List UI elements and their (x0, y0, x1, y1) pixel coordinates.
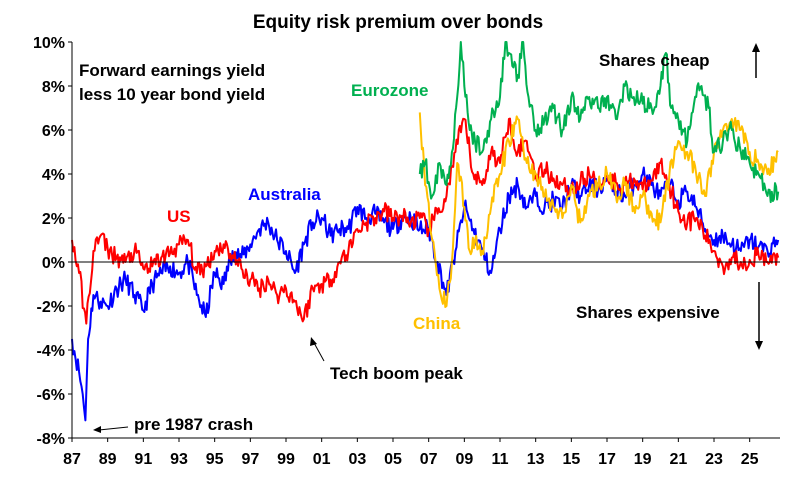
y-tick-label: 4% (42, 167, 65, 184)
x-tick-label: 21 (669, 451, 687, 468)
y-tick-label: -2% (37, 299, 65, 316)
x-tick-label: 11 (492, 451, 509, 468)
y-tick-label: 10% (33, 35, 65, 52)
crash-arrowhead (93, 426, 101, 433)
y-tick-label: 8% (42, 79, 65, 96)
y-tick-label: 2% (42, 211, 65, 228)
x-tick-label: 97 (241, 451, 259, 468)
chart-title: Equity risk premium over bonds (253, 12, 543, 33)
x-tick-label: 19 (634, 451, 652, 468)
crash-arrow-line (98, 426, 129, 431)
axis-layer: -8% -6% -4% -2% 0% 2% 4% 6% 8% 10% 87 89 91 93 95 97 99 0… (33, 35, 780, 468)
x-tick-label: 93 (170, 451, 188, 468)
label-tech-boom-peak: Tech boom peak (330, 364, 463, 383)
x-tick-label: 23 (705, 451, 723, 468)
subtitle-line-2: less 10 year bond yield (79, 85, 265, 104)
label-us: US (167, 207, 191, 226)
label-shares-cheap: Shares cheap (599, 51, 710, 70)
label-australia: Australia (248, 185, 321, 204)
cheap-arrowhead (752, 43, 760, 52)
x-tick-label: 89 (99, 451, 117, 468)
x-tick-label: 25 (741, 451, 759, 468)
y-tick-label: -8% (37, 431, 65, 448)
label-shares-expensive: Shares expensive (576, 303, 720, 322)
x-tick-label: 15 (562, 451, 580, 468)
x-tick-label: 09 (455, 451, 473, 468)
label-eurozone: Eurozone (351, 81, 428, 100)
label-china: China (413, 314, 461, 333)
y-tick-label: 0% (42, 255, 65, 272)
series-line-us (71, 117, 780, 325)
x-tick-label: 07 (420, 451, 438, 468)
y-tick-label: -6% (37, 387, 65, 404)
series-line-eurozone (418, 41, 780, 204)
x-tick-label: 03 (348, 451, 366, 468)
subtitle-line-1: Forward earnings yield (79, 61, 265, 80)
series-layer (71, 41, 780, 422)
x-tick-label: 95 (206, 451, 224, 468)
x-tick-label: 87 (63, 451, 81, 468)
x-tick-label: 05 (384, 451, 402, 468)
y-tick-label: -4% (37, 343, 65, 360)
expensive-arrowhead (755, 341, 763, 350)
tech-boom-arrowhead (310, 337, 317, 346)
x-tick-label: 13 (527, 451, 545, 468)
x-tick-label: 99 (277, 451, 295, 468)
x-tick-label: 17 (598, 451, 616, 468)
label-pre-1987-crash: pre 1987 crash (134, 415, 253, 434)
x-tick-label: 01 (313, 451, 331, 468)
x-tick-label: 91 (134, 451, 152, 468)
y-tick-label: 6% (42, 123, 65, 140)
